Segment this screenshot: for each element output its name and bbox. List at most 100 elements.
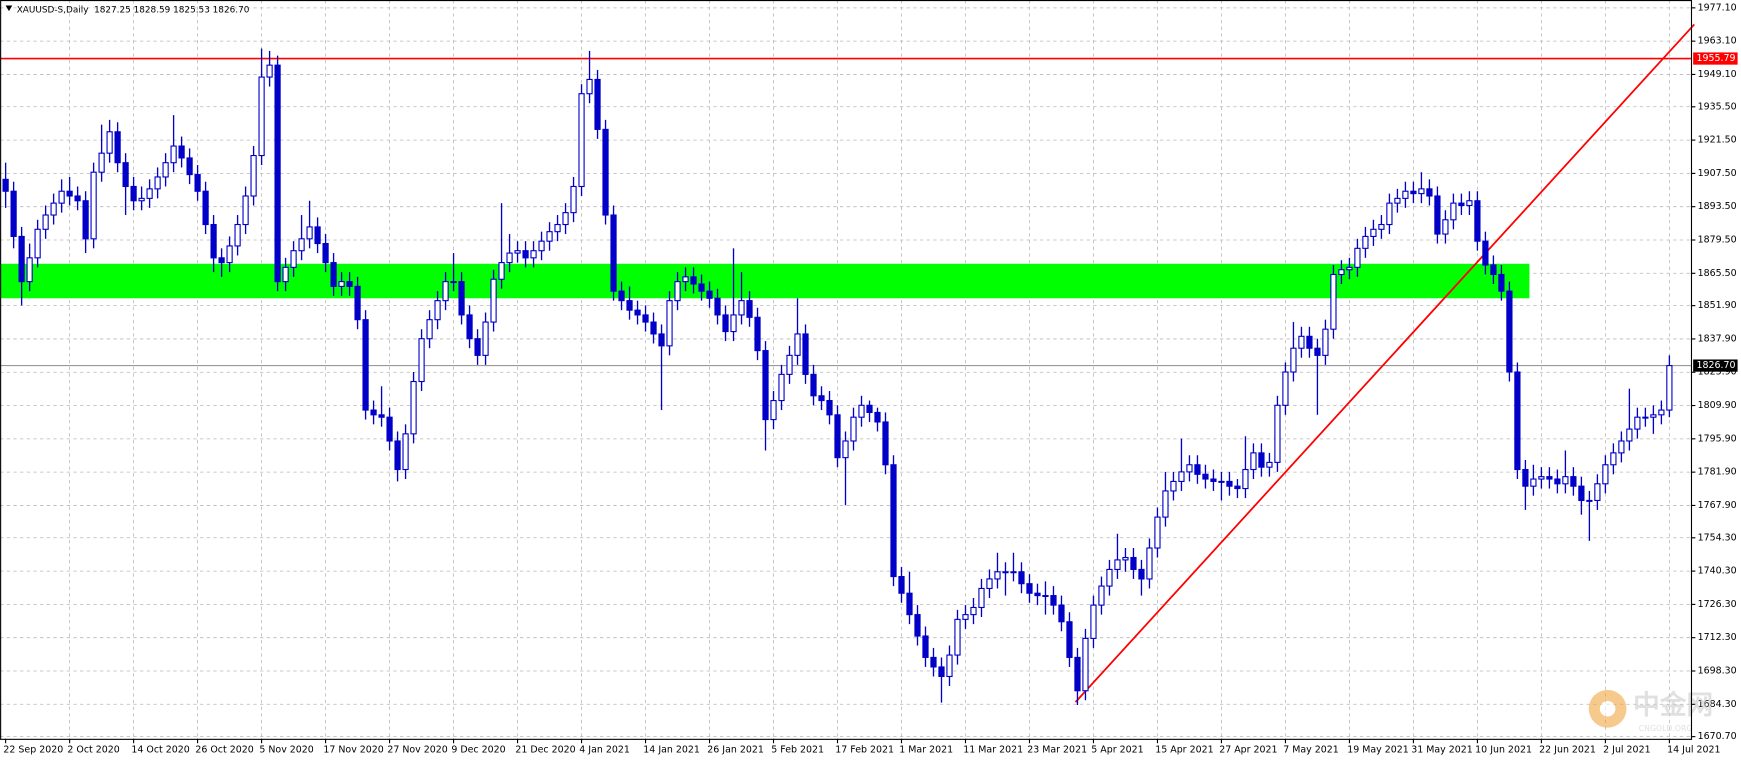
candle-body — [386, 416, 393, 442]
candle-body — [202, 190, 209, 226]
candle-body — [1314, 347, 1321, 356]
candle-body — [130, 185, 137, 202]
candle-body — [1146, 547, 1153, 580]
candle-body — [818, 395, 825, 402]
candle-body — [1234, 485, 1241, 490]
candle-body — [1626, 428, 1633, 442]
candle-body — [410, 380, 417, 435]
candle-body — [946, 654, 953, 678]
candle-body — [1130, 556, 1137, 570]
x-tick-label: 23 Mar 2021 — [1027, 744, 1087, 755]
candle-body — [1322, 328, 1329, 356]
candle-body — [1466, 200, 1473, 207]
x-tick-label: 31 May 2021 — [1411, 744, 1473, 755]
candle-body — [1506, 290, 1513, 373]
candle-body — [722, 314, 729, 333]
candle-body — [242, 195, 249, 226]
current-price-box — [1693, 359, 1738, 372]
candle-body — [1194, 464, 1201, 475]
candle-body — [658, 333, 665, 347]
candle-body — [1074, 656, 1081, 692]
candles-layer — [2, 48, 1673, 706]
candle-body — [98, 152, 105, 173]
candle-body — [794, 333, 801, 356]
candle-body — [1186, 464, 1193, 473]
candle-body — [1154, 516, 1161, 549]
y-tick-label: 1893.50 — [1698, 201, 1737, 212]
candle-body — [18, 235, 25, 283]
y-tick-label: 1712.30 — [1698, 632, 1737, 643]
y-tick-label: 1837.90 — [1698, 333, 1737, 344]
candle-body — [994, 571, 1001, 580]
candle-body — [570, 185, 577, 214]
candle-body — [82, 200, 89, 240]
candle-body — [1530, 478, 1537, 487]
candle-body — [834, 414, 841, 459]
candle-body — [1226, 480, 1233, 487]
candle-body — [554, 223, 561, 233]
y-tick-label: 1740.30 — [1698, 566, 1737, 577]
candle-body — [394, 440, 401, 471]
y-tick-label: 1684.30 — [1698, 699, 1737, 710]
candle-body — [162, 162, 169, 178]
x-tick-label: 5 Nov 2020 — [259, 744, 313, 755]
candle-body — [442, 281, 449, 302]
x-tick-label: 7 May 2021 — [1283, 744, 1339, 755]
candle-body — [1658, 409, 1665, 416]
candle-body — [1666, 365, 1673, 411]
candle-body — [1098, 585, 1105, 606]
y-tick-label: 1907.50 — [1698, 168, 1737, 179]
candle-body — [1210, 478, 1217, 482]
candle-body — [458, 281, 465, 316]
y-tick-label: 1949.10 — [1698, 69, 1737, 80]
candle-body — [282, 266, 289, 283]
candle-body — [1586, 499, 1593, 502]
candle-body — [466, 314, 473, 340]
x-tick-label: 4 Jan 2021 — [579, 744, 630, 755]
candle-body — [1426, 188, 1433, 197]
x-tick-label: 22 Sep 2020 — [3, 744, 63, 755]
candle-body — [546, 231, 553, 242]
y-tick-label: 1670.70 — [1698, 731, 1737, 742]
candle-body — [1330, 273, 1337, 330]
candle-body — [1178, 471, 1185, 482]
candle-body — [1482, 240, 1489, 266]
support-zone — [0, 263, 1530, 299]
candle-body — [682, 276, 689, 283]
y-tick-label: 1809.90 — [1698, 400, 1737, 411]
candle-body — [874, 411, 881, 423]
candle-body — [586, 78, 593, 95]
candle-body — [1266, 461, 1273, 468]
resistance-box — [1693, 52, 1738, 65]
candle-body — [26, 257, 33, 283]
candle-body — [66, 190, 73, 197]
candle-body — [1394, 197, 1401, 204]
candle-body — [962, 614, 969, 620]
candle-body — [106, 131, 113, 154]
candle-body — [1386, 202, 1393, 226]
y-tick-label: 1823.90 — [1698, 367, 1737, 378]
chart-title: XAUUSD-S,Daily 1827.25 1828.59 1825.53 1… — [17, 5, 250, 15]
candle-body — [970, 606, 977, 616]
candle-body — [426, 319, 433, 340]
candle-body — [170, 145, 177, 164]
candle-body — [178, 145, 185, 159]
candle-body — [354, 285, 361, 321]
candle-body — [698, 283, 705, 292]
candle-body — [1170, 480, 1177, 492]
candle-body — [650, 321, 657, 335]
candle-body — [522, 250, 529, 259]
candle-body — [1474, 200, 1481, 242]
candle-body — [1258, 452, 1265, 468]
candle-body — [114, 131, 121, 164]
candle-body — [250, 155, 257, 197]
x-tick-label: 2 Jul 2021 — [1603, 744, 1650, 755]
candle-body — [1034, 592, 1041, 597]
candle-body — [434, 300, 441, 321]
candle-body — [1362, 235, 1369, 249]
candle-body — [1546, 476, 1553, 480]
candle-body — [538, 240, 545, 252]
candle-body — [506, 252, 513, 264]
